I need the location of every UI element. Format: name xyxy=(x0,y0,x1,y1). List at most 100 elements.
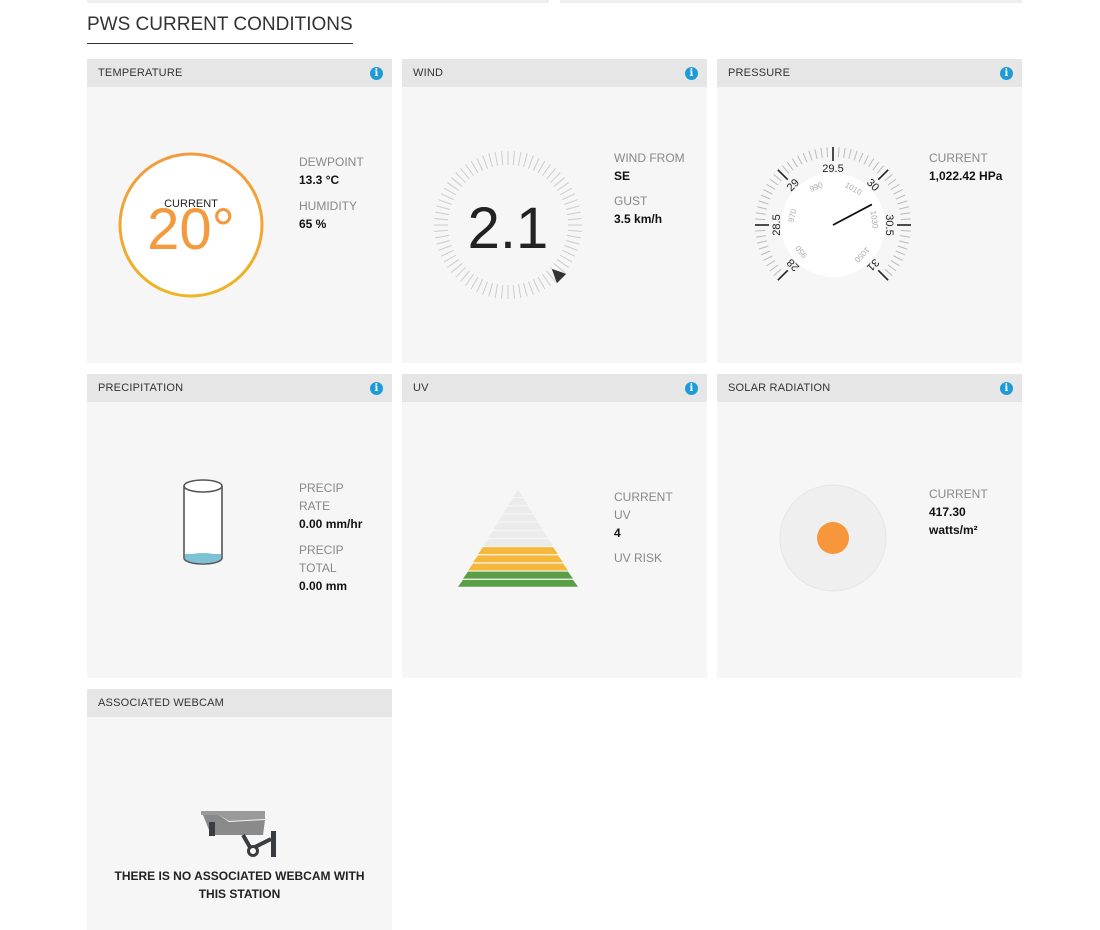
compass-tick xyxy=(564,245,578,251)
compass-tick xyxy=(440,249,454,257)
gauge-tick xyxy=(777,169,789,181)
wind-direction-arrow xyxy=(551,268,567,284)
gauge-label-hpa: 1030 xyxy=(869,210,880,229)
compass-tick xyxy=(512,284,515,299)
gauge-tick xyxy=(853,150,858,161)
compass-tick xyxy=(562,193,576,201)
gauge-tick xyxy=(877,169,889,181)
gauge-tick xyxy=(781,165,790,174)
gauge-tick xyxy=(900,235,911,238)
temperature-card: TEMPERATURE i CURRENT 20° DEWPOINT 13.3 °… xyxy=(87,59,392,363)
gauge-needle xyxy=(832,203,873,226)
card-title: TEMPERATURE xyxy=(98,67,183,79)
compass-tick xyxy=(553,177,566,187)
top-bar-right xyxy=(560,0,1022,3)
compass-tick xyxy=(455,267,466,278)
pressure-current-value: 1,022.42 HPa xyxy=(929,169,1003,183)
compass-tick xyxy=(567,229,582,232)
gauge-tick xyxy=(893,189,903,195)
precip-total-value: 0.00 mm xyxy=(299,579,348,593)
gauge-tick xyxy=(837,147,840,158)
sun-icon xyxy=(779,484,887,592)
gauge-tick xyxy=(766,183,776,190)
compass-tick xyxy=(517,284,522,298)
compass-tick xyxy=(528,155,534,169)
compass-tick xyxy=(488,282,493,297)
uv-level-bar xyxy=(458,579,578,587)
compass-tick xyxy=(465,273,474,286)
compass-tick xyxy=(436,205,451,210)
compass-tick xyxy=(482,155,488,169)
info-icon[interactable]: i xyxy=(685,67,698,80)
uv-level-bar xyxy=(493,522,543,530)
compass-tick xyxy=(537,276,546,290)
compass-tick xyxy=(438,245,452,251)
gauge-tick xyxy=(814,149,818,159)
gauge-tick xyxy=(848,149,852,159)
wind-from-value: SE xyxy=(614,169,631,183)
gauge-tick xyxy=(887,178,897,186)
card-title: SOLAR RADIATION xyxy=(728,382,831,394)
card-header: ASSOCIATED WEBCAM xyxy=(87,689,392,717)
temperature-current-label: CURRENT xyxy=(164,198,218,210)
uv-risk-label: UV RISK xyxy=(614,551,663,565)
uv-level-bar xyxy=(463,571,573,579)
compass-tick xyxy=(553,263,566,273)
gauge-label-inhg: 28.5 xyxy=(771,214,783,235)
card-header: TEMPERATURE i xyxy=(87,59,392,87)
gauge-tick xyxy=(858,152,864,163)
info-icon[interactable]: i xyxy=(370,67,383,80)
compass-tick xyxy=(476,279,484,293)
uv-current-value: 4 xyxy=(614,526,621,540)
info-icon[interactable]: i xyxy=(1000,382,1013,395)
gauge-tick xyxy=(769,264,779,272)
info-icon[interactable]: i xyxy=(1000,67,1013,80)
compass-tick xyxy=(546,167,556,180)
gauge-tick xyxy=(769,178,779,186)
gauge-tick xyxy=(899,206,909,210)
precip-total-label-1: PRECIP xyxy=(299,543,344,557)
gauge-tick xyxy=(802,152,808,163)
compass-tick xyxy=(523,153,528,168)
uv-pyramid xyxy=(458,490,578,587)
gauge-tick xyxy=(877,269,889,281)
gauge-tick xyxy=(773,173,782,182)
gauge-tick xyxy=(755,235,766,238)
uv-level-bar xyxy=(488,530,548,538)
pressure-current-label: CURRENT xyxy=(929,151,988,165)
compass-tick xyxy=(494,284,499,298)
uv-level-bar xyxy=(478,547,558,555)
gauge-tick xyxy=(872,161,880,171)
card-title: WIND xyxy=(413,67,444,79)
gauge-tick xyxy=(757,240,767,244)
info-icon[interactable]: i xyxy=(685,382,698,395)
rain-gauge-icon xyxy=(183,479,223,565)
uv-level-bar xyxy=(483,539,553,546)
compass-tick xyxy=(443,187,457,196)
gauge-tick xyxy=(887,264,897,272)
dewpoint-value: 13.3 °C xyxy=(299,173,340,187)
compass-tick xyxy=(434,229,449,232)
compass-tick xyxy=(438,199,452,205)
wind-card: WIND i 2.1 WIND FROM SE GUST 3.5 km/h xyxy=(402,59,707,363)
temperature-current: 20° xyxy=(147,197,235,262)
compass-tick xyxy=(559,254,573,263)
gauge-tick xyxy=(773,268,782,277)
compass-tick xyxy=(435,211,449,216)
gauge-tick xyxy=(763,255,773,261)
info-icon[interactable]: i xyxy=(370,382,383,395)
temperature-dial xyxy=(118,152,264,298)
solar-unit: watts/m² xyxy=(929,523,978,537)
wind-compass xyxy=(434,151,582,299)
gauge-tick xyxy=(797,155,803,165)
gauge-tick xyxy=(890,183,900,190)
dewpoint-label: DEWPOINT xyxy=(299,155,364,169)
gauge-tick xyxy=(755,218,766,221)
card-header: PRECIPITATION i xyxy=(87,374,392,402)
gauge-tick xyxy=(863,155,869,165)
compass-tick xyxy=(434,218,449,221)
solar-radiation-card: SOLAR RADIATION i CURRENT 417.30 watts/m² xyxy=(717,374,1022,678)
compass-tick xyxy=(564,199,578,205)
gauge-tick xyxy=(808,150,813,161)
